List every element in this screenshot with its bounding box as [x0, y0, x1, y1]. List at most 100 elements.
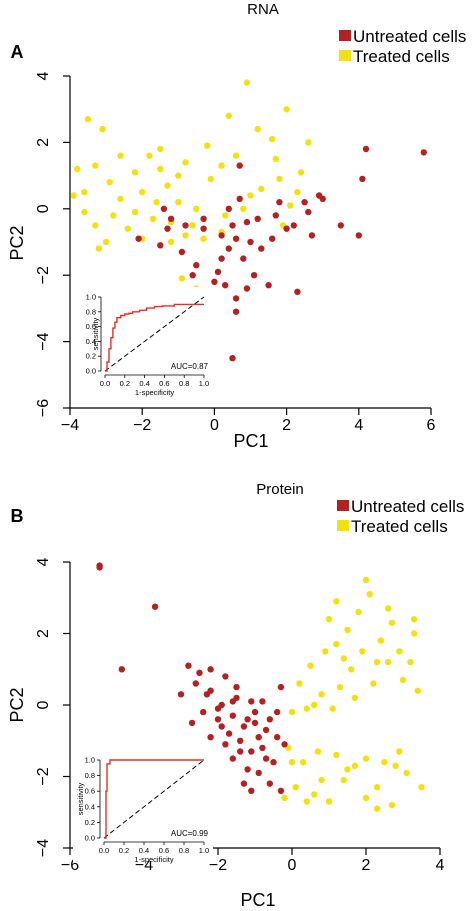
panel-b-roc-y-tick-label: 0.0 [85, 834, 95, 843]
panel-b-panel-label: B [11, 506, 24, 526]
panel-a-untreated-point [178, 248, 186, 256]
panel-a-x-tick-label: 6 [427, 417, 436, 434]
panel-b-treated-point [344, 626, 351, 634]
panel-a-treated-point [153, 199, 160, 206]
panel-b-treated-point [414, 687, 421, 694]
panel-b-untreated-point [240, 780, 248, 787]
panel-a-treated-point [182, 232, 189, 239]
panel-b-treated-point [355, 608, 362, 616]
panel-b-treated-point [370, 680, 377, 687]
panel-a-treated-point [222, 212, 229, 219]
panel-b-untreated-point [274, 734, 281, 741]
panel-a-treated-point [157, 145, 164, 153]
panel-b-treated-point [381, 759, 388, 766]
panel-b-treated-point [396, 748, 403, 755]
panel-b-roc-x-tick-label: 0.2 [119, 846, 129, 855]
panel-b-untreated-point [266, 780, 273, 787]
panel-b-untreated-point [251, 719, 259, 727]
panel-b-x-tick-label: −2 [209, 857, 227, 874]
panel-a-y-axis-title: PC2 [7, 225, 27, 260]
panel-a-title: RNA [247, 1, 279, 18]
panel-a-treated-point [149, 215, 157, 222]
panel-a-treated-point [305, 139, 312, 146]
panel-a-untreated-point [269, 235, 276, 242]
panel-b-treated-point [303, 798, 310, 805]
panel-a-treated-point [269, 135, 276, 143]
panel-a-legend-label: Untreated cells [353, 27, 466, 46]
panel-b-treated-point [314, 748, 322, 755]
panel-a-y-tick-label: −2 [35, 266, 52, 284]
panel-a-untreated-point [315, 192, 323, 199]
panel-b-untreated-point [248, 787, 255, 794]
panel-b-untreated-point [185, 662, 192, 669]
panel-a-legend-swatch [339, 50, 351, 61]
panel-a-treated-point [218, 162, 225, 169]
panel-a-treated-point [124, 225, 131, 232]
panel-b-untreated-point [118, 666, 126, 673]
panel-a-treated-point [294, 189, 301, 196]
panel-a-untreated-point [193, 262, 200, 269]
panel-b-treated-point [407, 658, 414, 666]
panel-a-treated-point [232, 152, 240, 159]
panel-b-untreated-point [151, 603, 159, 610]
panel-b-treated-point [322, 648, 329, 655]
panel-a-legend-label: Treated cells [353, 47, 450, 66]
panel-a-untreated-point [420, 149, 427, 156]
panel-b-treated-point [288, 708, 296, 716]
panel-b-treated-point [385, 605, 392, 612]
panel-b-treated-point [288, 759, 296, 766]
panel-b-roc-x-tick-label: 1.0 [199, 846, 209, 855]
panel-a-y-tick-label: 0 [35, 204, 52, 213]
panel-b-legend-label: Untreated cells [351, 497, 464, 516]
panel-b-roc-auc-label: AUC=0.99 [171, 829, 209, 838]
panel-b-roc-x-tick-label: 0.0 [99, 846, 109, 855]
panel-a-panel-label: A [11, 42, 24, 62]
panel-b-roc-x-tick-label: 0.8 [179, 846, 189, 855]
panel-b-untreated-point [214, 716, 222, 723]
panel-a-untreated-point [337, 222, 344, 229]
panel-b-treated-point [399, 676, 407, 684]
panel-b-untreated-point [222, 673, 229, 680]
panel-a-untreated-point [240, 255, 247, 262]
panel-b-untreated-point [277, 683, 285, 691]
panel-a-untreated-point [283, 225, 290, 232]
panel-a-untreated-point [243, 218, 251, 226]
panel-b-untreated-point [192, 680, 199, 687]
panel-b-x-tick-label: 2 [362, 857, 371, 874]
panel-a-y-tick-label: 4 [35, 71, 52, 80]
panel-b-roc-y-tick-label: 0.4 [85, 802, 95, 811]
panel-b-untreated-point [244, 766, 251, 773]
panel-b-treated-point [392, 762, 399, 769]
panel-a-treated-point [74, 165, 81, 173]
panel-b-treated-point [336, 683, 344, 691]
panel-a-treated-point [110, 212, 117, 219]
panel-a-treated-point [84, 116, 92, 123]
panel-a-untreated-point [222, 282, 229, 289]
panel-b-untreated-point [188, 719, 196, 727]
panel-b-treated-point [410, 616, 418, 623]
panel-b-treated-point [362, 794, 370, 802]
panel-a-untreated-point [290, 222, 297, 229]
panel-b-untreated-point [251, 708, 259, 716]
panel-b-treated-point [333, 598, 340, 605]
panel-a-treated-point [70, 192, 77, 199]
panel-a-treated-point [92, 162, 99, 169]
panel-a-treated-point [92, 222, 99, 229]
panel-a-legend-swatch [339, 30, 351, 41]
panel-b-untreated-point [255, 734, 262, 741]
panel-a-untreated-point [276, 199, 283, 206]
panel-b-x-tick-label: −6 [61, 857, 79, 874]
panel-b-legend-swatch [337, 500, 349, 511]
panel-b-y-tick-label: −4 [35, 839, 52, 857]
panel-a-untreated-point [272, 212, 279, 219]
panel-b-y-tick-label: −2 [35, 767, 52, 785]
panel-a-treated-point [102, 238, 110, 246]
panel-a-treated-point [225, 112, 232, 120]
panel-b-roc-diagonal [103, 759, 205, 839]
panel-a-y-tick-label: 2 [35, 138, 52, 147]
panel-b-untreated-point [266, 716, 273, 723]
panel-b-treated-point [340, 776, 347, 784]
panel-b-untreated-point [222, 741, 229, 748]
panel-b-untreated-point [248, 698, 255, 705]
panel-b-treated-point [396, 648, 403, 655]
